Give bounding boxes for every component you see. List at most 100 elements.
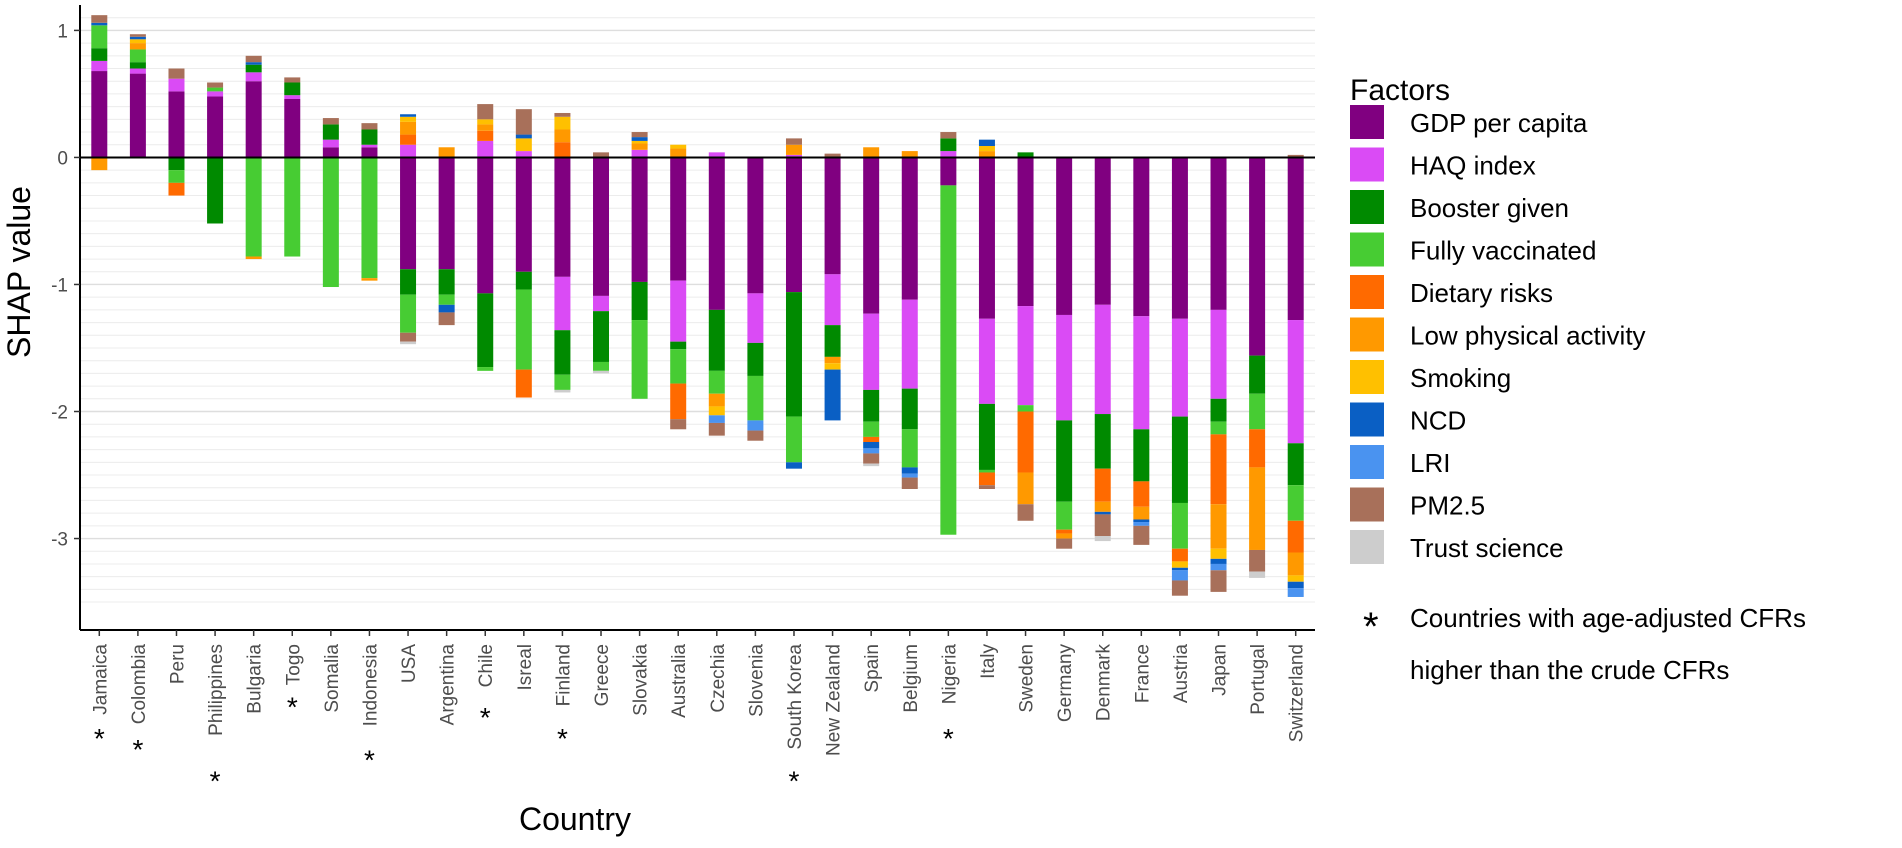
bar-segment [1210, 434, 1227, 505]
star-marker: * [789, 766, 800, 797]
bar-segment [670, 383, 687, 420]
bar-segment [1287, 588, 1304, 597]
bar-segment [207, 87, 224, 92]
legend-label: Dietary risks [1410, 278, 1553, 308]
bar-segment [1249, 355, 1266, 394]
bar-segment [400, 294, 417, 333]
bar-segment [1287, 154, 1304, 158]
legend-swatch [1350, 147, 1384, 182]
bar-segment [1287, 520, 1304, 553]
bar-segment [515, 134, 532, 139]
bar-segment [785, 292, 802, 417]
bar-segment [978, 469, 995, 473]
bar-segment [91, 15, 108, 23]
bar-segment [322, 139, 339, 148]
bar-segment [554, 112, 571, 117]
bar-segment [863, 147, 880, 158]
legend: Factors GDP per capita HAQ index Booster g… [1350, 74, 1806, 685]
bar-segment [978, 472, 995, 486]
annotation-star: * [1363, 605, 1379, 649]
bar-segment [361, 129, 378, 145]
bar-segment [940, 185, 957, 535]
bar-segment [670, 349, 687, 384]
bar-segment [477, 104, 494, 120]
bar-segment [438, 312, 455, 326]
bar-segment [1133, 316, 1150, 430]
bar-segment [129, 73, 146, 158]
bar-segment [785, 154, 802, 158]
bar-segment [747, 342, 764, 376]
bar-segment [1017, 411, 1034, 473]
bar-segment [824, 157, 841, 275]
legend-label: GDP per capita [1410, 108, 1588, 138]
bar-segment [400, 134, 417, 145]
category-label: Australia [669, 644, 690, 718]
bar-segment [1094, 511, 1111, 515]
bar-segment [863, 313, 880, 390]
bar-segment [747, 293, 764, 343]
category-label: Finland [553, 644, 574, 706]
bar-segment [1056, 538, 1073, 549]
bar-segment [322, 157, 339, 288]
category-label: South Korea [785, 644, 806, 750]
bar-segment [1133, 429, 1150, 482]
bar-segment [1133, 525, 1150, 545]
bar-segment [515, 151, 532, 158]
bar-segment [1017, 306, 1034, 406]
bar-segment [1249, 429, 1266, 468]
bar-segment [207, 157, 224, 224]
bar-segment [1094, 157, 1111, 305]
bar-segment [1210, 563, 1227, 571]
legend-swatch [1350, 360, 1384, 394]
bar-segment [785, 144, 802, 155]
bar-segment [1171, 567, 1188, 571]
bar-segment [747, 157, 764, 294]
bar-segment [1210, 157, 1227, 310]
bar-segment [978, 318, 995, 404]
bars [91, 15, 1304, 597]
bar-segment [863, 453, 880, 464]
bar-segment [1017, 504, 1034, 521]
bar-segment [1056, 314, 1073, 421]
bar-segment [708, 157, 725, 310]
bar-segment [1017, 152, 1034, 158]
bar-segment [515, 157, 532, 272]
category-label: Peru [167, 644, 188, 684]
bar-segment [361, 123, 378, 130]
bar-segment [593, 157, 610, 296]
bar-segment [708, 415, 725, 423]
bar-segment [824, 325, 841, 357]
bar-segment [978, 485, 995, 489]
bar-segment [554, 129, 571, 143]
bar-segment [863, 157, 880, 314]
bar-segment [978, 151, 995, 158]
category-label: Japan [1210, 644, 1231, 696]
bar-segment [1094, 514, 1111, 536]
bar-segment [554, 330, 571, 375]
bar-segment [863, 463, 880, 467]
bar-segment [1171, 157, 1188, 319]
bar-segment [168, 170, 185, 183]
y-tick-label: -2 [51, 403, 68, 424]
bar-segment [438, 157, 455, 270]
bar-segment [438, 294, 455, 305]
bar-segment [1249, 467, 1266, 550]
bar-segment [1133, 519, 1150, 523]
bar-segment [1171, 318, 1188, 417]
category-label: Indonesia [360, 644, 381, 727]
category-label: Belgium [901, 644, 922, 713]
bar-segment [168, 157, 185, 171]
legend-swatch [1350, 105, 1384, 139]
bar-segment [361, 278, 378, 281]
bar-segment [901, 477, 918, 489]
bar-segment [477, 124, 494, 131]
bar-segment [207, 91, 224, 97]
star-marker: * [210, 766, 221, 797]
bar-segment [91, 48, 108, 61]
category-label: USA [399, 644, 420, 683]
bar-segment [863, 441, 880, 449]
bar-segment [824, 274, 841, 326]
bar-segment [554, 116, 571, 130]
bar-segment [554, 276, 571, 331]
bar-segment [129, 68, 146, 74]
